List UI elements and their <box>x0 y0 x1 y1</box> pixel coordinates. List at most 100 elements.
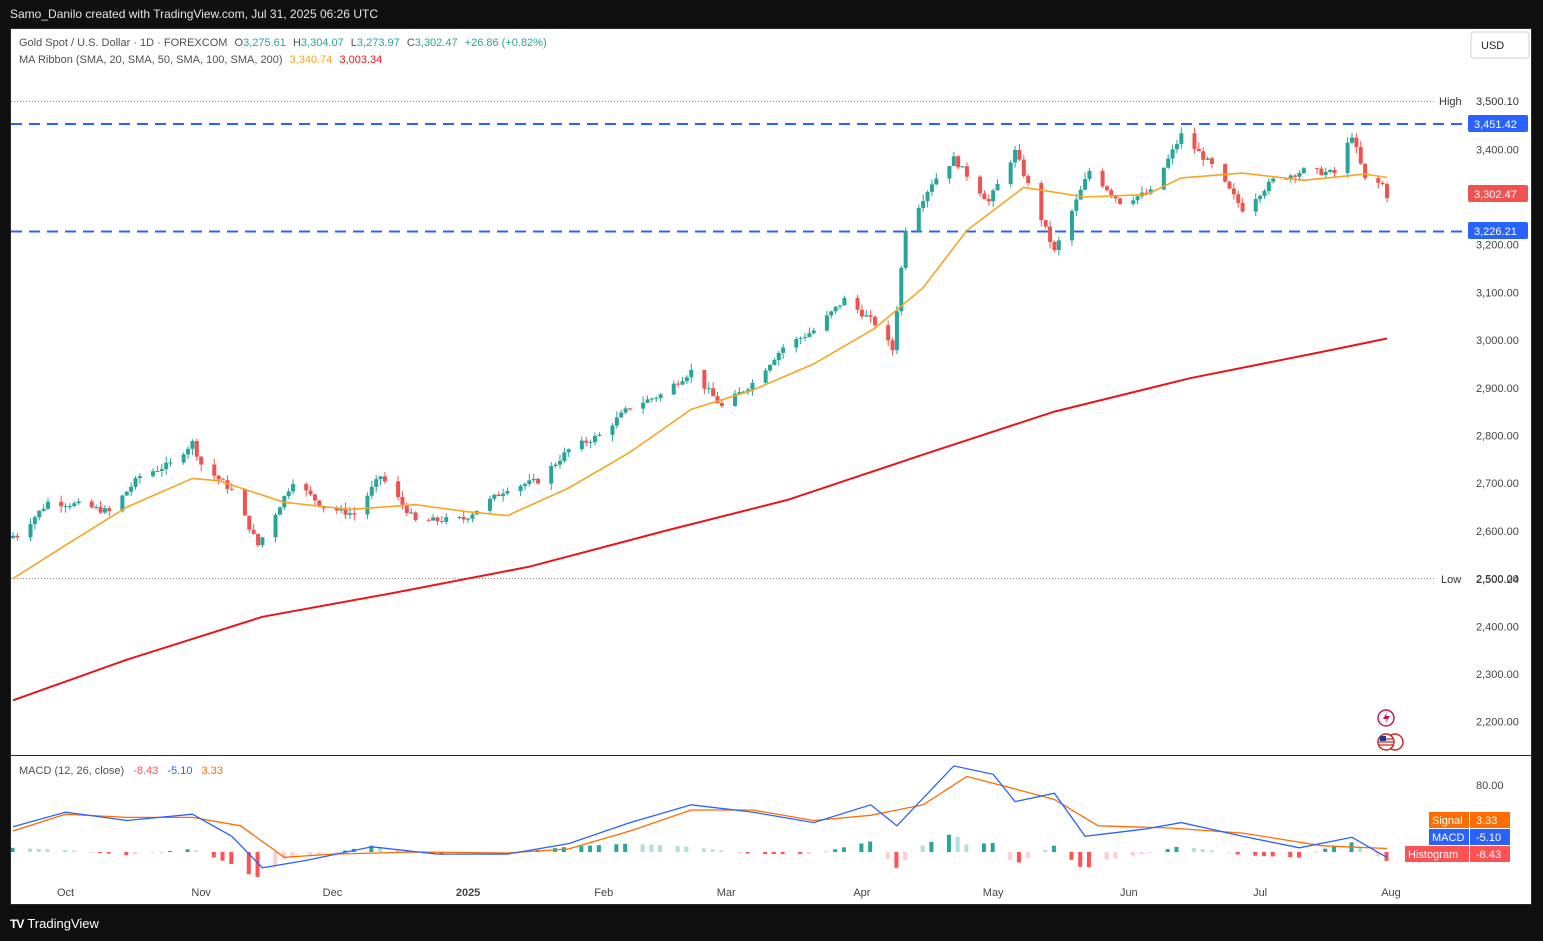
candle-body <box>1380 182 1385 185</box>
candle-body <box>978 176 983 194</box>
histogram-bar <box>841 847 846 852</box>
histogram-value: -8.43 <box>1476 849 1501 861</box>
histogram-bar <box>710 849 715 852</box>
legend-c-label: C <box>407 37 415 49</box>
candle-body <box>67 506 72 508</box>
candle-body <box>466 518 471 520</box>
macd-badge: MACD -5.10 <box>1429 829 1510 845</box>
ma-ribbon-label: MA Ribbon (SMA, 20, SMA, 50, SMA, 100, S… <box>19 54 283 66</box>
candle-body <box>645 399 650 403</box>
credit-text: Samo_Danilo created with TradingView.com… <box>10 7 378 21</box>
histogram-bar <box>36 848 41 852</box>
candle-body <box>934 178 939 185</box>
candle-body <box>291 484 296 492</box>
candle-body <box>212 464 217 476</box>
lightning-event-icon[interactable] <box>1377 709 1395 727</box>
chart-frame[interactable]: Gold Spot / U.S. Dollar · 1D · FOREXCOM … <box>10 28 1532 905</box>
price-tick-label: 2,700.00 <box>1476 478 1519 490</box>
histogram-bar <box>920 845 925 852</box>
candle-body <box>1358 147 1363 164</box>
candle-body <box>155 470 160 472</box>
histogram-bar <box>806 852 811 855</box>
candle-body <box>1135 196 1140 201</box>
histogram-bar <box>640 844 645 852</box>
histogram-bar <box>1375 852 1380 857</box>
us-flag-events-icon[interactable] <box>1377 733 1404 751</box>
candle-body <box>409 512 414 514</box>
currency-button[interactable]: USD <box>1470 31 1530 59</box>
histogram-bar <box>28 848 33 852</box>
candle-body <box>190 441 195 449</box>
price-tick-label: 2,300.00 <box>1476 669 1519 681</box>
candle-body <box>32 517 37 525</box>
candle-body <box>107 508 112 512</box>
histogram-bar <box>736 852 741 853</box>
currency-label: USD <box>1481 40 1504 52</box>
candle-body <box>995 183 1000 191</box>
candle-body <box>531 478 536 481</box>
candle-body <box>684 377 689 382</box>
histogram-bar <box>833 849 838 852</box>
candle-body <box>1201 151 1206 160</box>
candle-body <box>461 516 466 520</box>
candle-body <box>610 425 615 435</box>
candle-body <box>1148 189 1153 194</box>
candle-body <box>829 311 834 316</box>
support-badge: 3,226.21 <box>1468 222 1528 239</box>
candle-body <box>1253 199 1258 212</box>
candle-body <box>94 506 99 508</box>
histogram-bar <box>885 852 890 859</box>
candle-body <box>1100 170 1105 187</box>
candle-body <box>28 524 33 538</box>
candle-body <box>1196 148 1201 152</box>
candle-body <box>811 330 816 334</box>
histogram-bar <box>378 846 383 852</box>
candle-body <box>186 448 191 455</box>
candle-body <box>689 369 694 378</box>
candle-body <box>1385 184 1389 199</box>
histogram-bar <box>246 852 251 875</box>
tradingview-logo[interactable]: TV TradingView <box>10 916 99 931</box>
candle-body <box>1069 210 1074 241</box>
sma200-line <box>12 337 1388 702</box>
price-tick-label: 2,600.00 <box>1476 526 1519 538</box>
candle-body <box>807 333 812 337</box>
candle-body <box>1262 190 1267 196</box>
price-tick-label: 2,800.00 <box>1476 430 1519 442</box>
legend-change: +26.86 (+0.82%) <box>465 37 547 49</box>
candle-body <box>501 493 506 497</box>
histogram-bar <box>798 852 803 855</box>
candle-body <box>273 514 278 538</box>
candle-body <box>991 190 996 202</box>
candle-body <box>658 394 663 398</box>
candle-body <box>308 490 313 495</box>
histogram-bar <box>159 851 164 853</box>
macd-axis-value: -5.10 <box>1476 832 1501 844</box>
candle-body <box>1266 181 1271 191</box>
candle-body <box>247 515 252 530</box>
candle-body <box>619 412 624 418</box>
ma-value-2: 3,003.34 <box>339 54 382 66</box>
chart-svg[interactable]: Gold Spot / U.S. Dollar · 1D · FOREXCOM … <box>10 29 1531 904</box>
candle-body <box>277 507 282 515</box>
legend-o-label: O <box>235 37 244 49</box>
candle-body <box>1258 195 1263 200</box>
candle-body <box>1231 188 1236 195</box>
histogram-bar <box>220 852 225 861</box>
time-axis[interactable]: Oct Nov Dec 2025 Feb Mar Apr May Jun Jul Aug <box>57 887 1401 899</box>
candle-body <box>654 397 659 399</box>
histogram-bar <box>1191 847 1196 852</box>
candle-body <box>522 483 527 486</box>
candle-body <box>719 403 724 406</box>
candle-body <box>951 156 956 167</box>
histogram-bar <box>579 846 584 852</box>
resistance-badge: 3,451.42 <box>1468 115 1528 132</box>
candle-body <box>164 462 169 470</box>
time-tick-label: May <box>983 887 1004 899</box>
candle-body <box>1223 164 1228 182</box>
histogram-bar <box>395 849 400 852</box>
candle-body <box>1236 194 1241 203</box>
candle-body <box>1349 137 1354 143</box>
legend-open: 3,275.61 <box>243 37 286 49</box>
low-label-box: Low 2,500.24 <box>1435 570 1519 587</box>
